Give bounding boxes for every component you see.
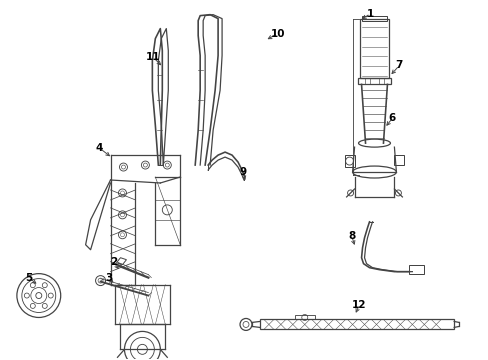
Bar bbox=[260, 319, 453, 329]
Bar bbox=[361, 15, 386, 21]
Text: 11: 11 bbox=[146, 53, 160, 63]
Bar bbox=[357, 78, 390, 84]
Text: 9: 9 bbox=[239, 167, 246, 177]
Text: 2: 2 bbox=[110, 257, 117, 267]
Bar bbox=[294, 315, 314, 319]
Text: 5: 5 bbox=[25, 273, 32, 283]
Bar bbox=[394, 155, 404, 165]
Text: 3: 3 bbox=[105, 273, 112, 283]
Text: 6: 6 bbox=[388, 113, 395, 123]
Text: 4: 4 bbox=[96, 143, 103, 153]
Text: 1: 1 bbox=[366, 9, 373, 19]
Bar bbox=[344, 155, 354, 167]
Text: 7: 7 bbox=[395, 60, 402, 71]
Text: 12: 12 bbox=[351, 300, 366, 310]
Text: 10: 10 bbox=[270, 28, 285, 39]
Text: 8: 8 bbox=[347, 231, 354, 241]
Bar bbox=[359, 19, 388, 78]
Bar bbox=[408, 265, 424, 274]
